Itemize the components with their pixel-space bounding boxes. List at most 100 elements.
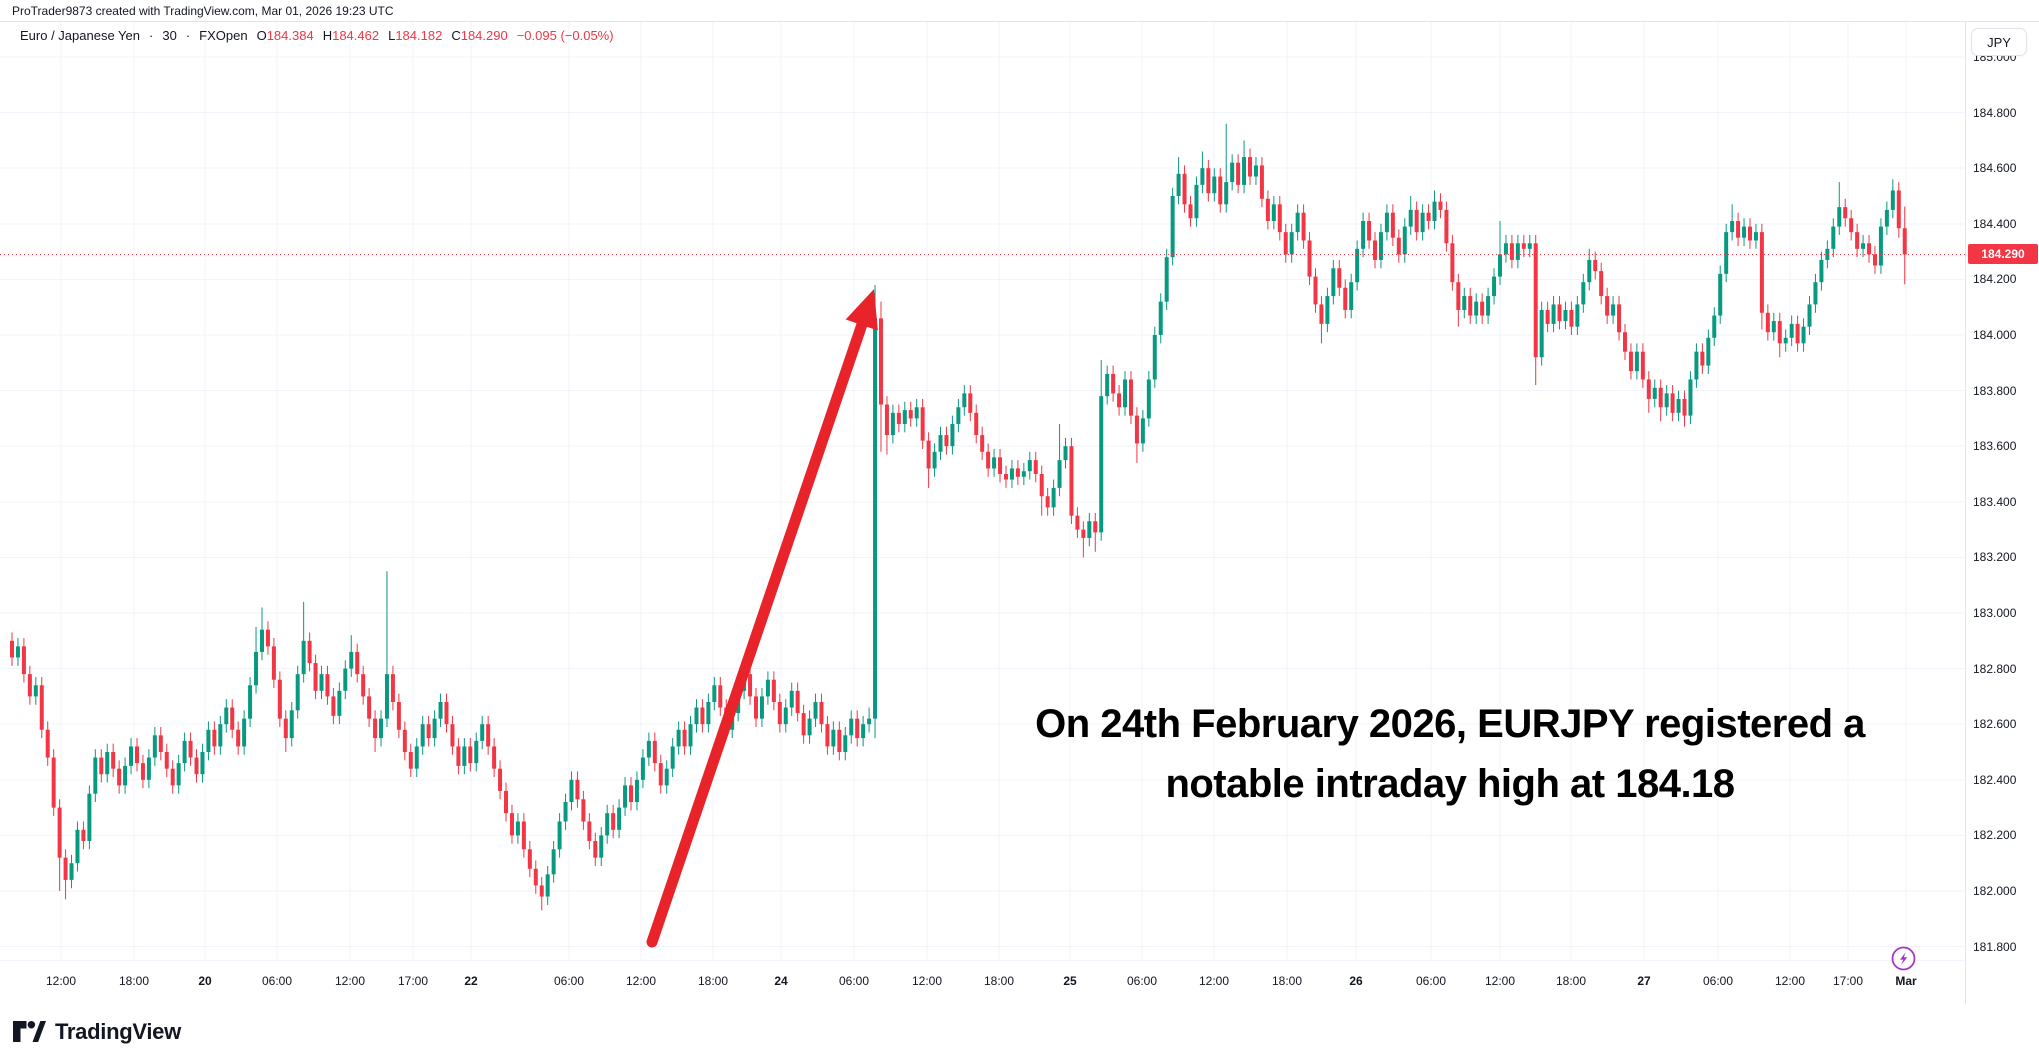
candle-body	[1206, 168, 1211, 194]
candle-body	[27, 674, 32, 697]
candle-body	[450, 724, 455, 747]
time-tick-label: 12:00	[625, 974, 657, 988]
price-tick-label: 184.200	[1973, 272, 2017, 287]
ohlc-low: L 184.182	[388, 28, 443, 43]
candle-body	[355, 651, 360, 675]
candle-body	[1843, 207, 1848, 219]
candlestick-pane[interactable]	[0, 22, 1965, 960]
symbol-title[interactable]: Euro / Japanese Yen	[20, 28, 140, 43]
candle-body	[1117, 393, 1122, 408]
candle-body	[581, 799, 586, 822]
candle-body	[1158, 301, 1163, 335]
candle-body	[1569, 309, 1574, 327]
candle-body	[158, 735, 163, 752]
candle-body	[1462, 296, 1467, 310]
candle-body	[15, 646, 20, 658]
candle-body	[1140, 418, 1145, 444]
candle-body	[462, 746, 467, 766]
candle-body	[259, 629, 264, 652]
candle-body	[444, 701, 449, 725]
time-tick-label: 12:00	[1484, 974, 1516, 988]
candle-body	[1515, 243, 1520, 260]
interval-label[interactable]: 30	[162, 28, 177, 43]
candle-body	[1539, 309, 1544, 358]
candle-body	[825, 724, 830, 747]
time-tick-label: 12:00	[1774, 974, 1806, 988]
candle-body	[1759, 232, 1764, 313]
candle-body	[1188, 204, 1193, 219]
candle-body	[129, 746, 134, 766]
candle-body	[1753, 232, 1758, 241]
candle-body	[605, 813, 610, 836]
candle-body	[123, 765, 128, 786]
price-axis[interactable]: 185.000 184.800 184.600 184.400 184.200 184.0…	[1965, 22, 2039, 1004]
price-tick-label: 182.800	[1973, 661, 2017, 676]
candle-body	[468, 746, 473, 764]
market-status-lightning-icon[interactable]	[1890, 945, 1917, 972]
candle-body	[1152, 335, 1157, 380]
candle-body	[224, 707, 229, 725]
time-axis[interactable]: 12:00 18:00 20 06:00 12:00 17:00 22 06:00 12:00 1…	[0, 960, 1965, 1004]
candle-body	[1271, 204, 1276, 222]
candle-body	[527, 849, 532, 869]
candle-body	[1646, 379, 1651, 399]
candle-body	[1384, 212, 1389, 233]
candle-body	[331, 696, 336, 716]
candle-body	[337, 690, 342, 716]
candle-body	[402, 729, 407, 752]
candle-body	[1694, 351, 1699, 380]
candle-body	[87, 793, 92, 841]
candle-body	[914, 407, 919, 419]
currency-toggle-button[interactable]: JPY	[1971, 28, 2027, 56]
candle-body	[1087, 521, 1092, 538]
candle-body	[63, 857, 68, 880]
candle-body	[843, 735, 848, 752]
candle-body	[1634, 351, 1639, 372]
candle-body	[349, 651, 354, 669]
candle-body	[1563, 309, 1568, 322]
candle-body	[509, 813, 514, 836]
candle-body	[1849, 218, 1854, 233]
candle-body	[474, 740, 479, 764]
candle-body	[1146, 379, 1151, 419]
candle-body	[545, 874, 550, 897]
candle-body	[295, 674, 300, 711]
candle-body	[414, 746, 419, 769]
candle-body	[1378, 232, 1383, 260]
candle-body	[1128, 379, 1133, 416]
tradingview-logo[interactable]: TradingView	[13, 1018, 181, 1045]
candle-body	[1426, 212, 1431, 222]
candle-body	[1712, 315, 1717, 338]
candle-body	[813, 701, 818, 719]
candle-body	[194, 757, 199, 775]
candle-body	[563, 802, 568, 822]
candle-body	[569, 779, 574, 803]
candle-body	[1134, 415, 1139, 444]
time-tick-label-major: 25	[1063, 974, 1077, 988]
time-tick-label: 06:00	[261, 974, 293, 988]
candle-body	[218, 724, 223, 747]
candle-body	[992, 457, 997, 469]
candle-body	[1622, 332, 1627, 352]
candle-body	[664, 768, 669, 786]
candle-body	[492, 746, 497, 769]
candle-body	[1617, 304, 1622, 333]
candle-body	[1402, 226, 1407, 255]
candle-body	[230, 707, 235, 730]
candle-body	[182, 740, 187, 764]
exchange-label[interactable]: FXOpen	[199, 28, 248, 43]
candle-body	[1676, 398, 1681, 413]
candle-body	[759, 696, 764, 719]
candle-body	[640, 757, 645, 780]
time-tick-label: 18:00	[118, 974, 150, 988]
price-tick-label: 181.800	[1973, 939, 2017, 954]
annotation-line-1: On 24th February 2026, EURJPY registered…	[1035, 702, 1865, 746]
price-tick-label: 183.600	[1973, 439, 2017, 454]
price-tick-label: 184.000	[1973, 328, 2017, 342]
candle-body	[1593, 259, 1598, 272]
candle-body	[1414, 209, 1419, 233]
candle-body	[712, 685, 717, 702]
candle-body	[486, 724, 491, 747]
candle-body	[1295, 212, 1300, 233]
